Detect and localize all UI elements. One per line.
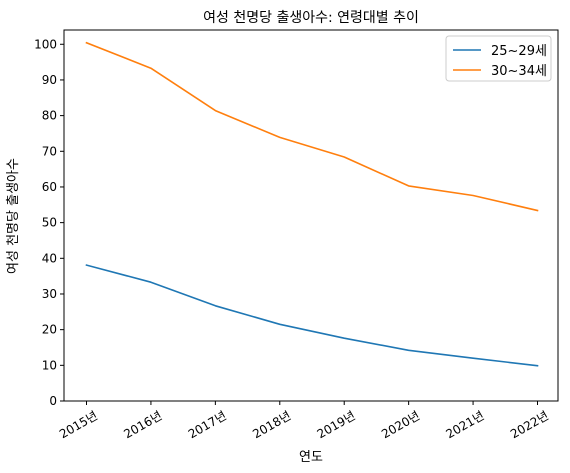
y-axis: 0 10 20 30 40 50 60 70 80 90 100 (34, 37, 64, 408)
y-tick-label: 90 (42, 73, 57, 87)
legend-label-0: 25~29세 (491, 44, 547, 59)
x-tick-label: 2019년 (315, 408, 358, 441)
x-axis-label: 연도 (299, 450, 323, 465)
legend-label-1: 30~34세 (491, 64, 547, 79)
legend: 25~29세 30~34세 (445, 35, 552, 82)
series-line-0 (85, 264, 539, 367)
plot-area (63, 29, 559, 402)
x-tick-label: 2015년 (57, 408, 100, 441)
y-tick-label: 20 (42, 323, 57, 337)
x-axis: 2015년 2016년 2017년 2018년 2019년 2020년 2021년 2022년 (57, 401, 551, 441)
y-axis-label: 여성 천명당 출생아수 (6, 158, 21, 274)
chart-title: 여성 천명당 출생아수: 연령대별 추이 (203, 10, 419, 26)
y-tick-label: 0 (49, 394, 57, 408)
series-line-1 (85, 41, 539, 212)
y-tick-label: 70 (42, 144, 57, 158)
x-tick-label: 2016년 (121, 408, 164, 441)
series-layer (85, 41, 539, 367)
y-tick-label: 40 (42, 251, 57, 265)
plot-frame (63, 29, 559, 402)
x-tick-label: 2021년 (444, 408, 487, 441)
y-tick-label: 50 (42, 216, 57, 230)
y-tick-label: 30 (42, 287, 57, 301)
x-tick-label: 2017년 (186, 408, 229, 441)
x-tick-label: 2020년 (379, 408, 422, 441)
y-tick-label: 80 (42, 109, 57, 123)
x-tick-label: 2018년 (250, 408, 293, 441)
y-tick-label: 100 (34, 37, 57, 51)
y-tick-label: 10 (42, 358, 57, 372)
y-tick-label: 60 (42, 180, 57, 194)
x-tick-label: 2022년 (508, 408, 551, 441)
